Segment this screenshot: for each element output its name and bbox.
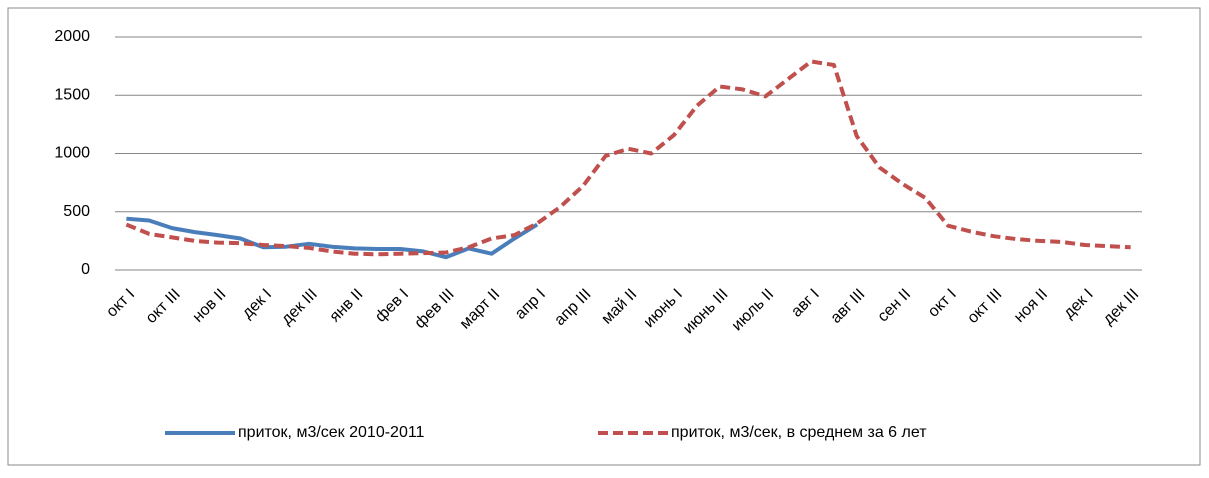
y-tick-label: 1500 [54,86,90,103]
y-tick-label: 0 [81,261,90,278]
line-series [125,59,1131,257]
chart-frame [7,7,1201,466]
y-tick-label: 500 [63,203,90,220]
y-tick-label: 2000 [54,28,90,45]
legend-label: приток, м3/сек, в среднем за 6 лет [671,424,927,441]
legend-label: приток, м3/сек 2010-2011 [238,424,425,441]
y-tick-label: 1000 [54,145,90,162]
